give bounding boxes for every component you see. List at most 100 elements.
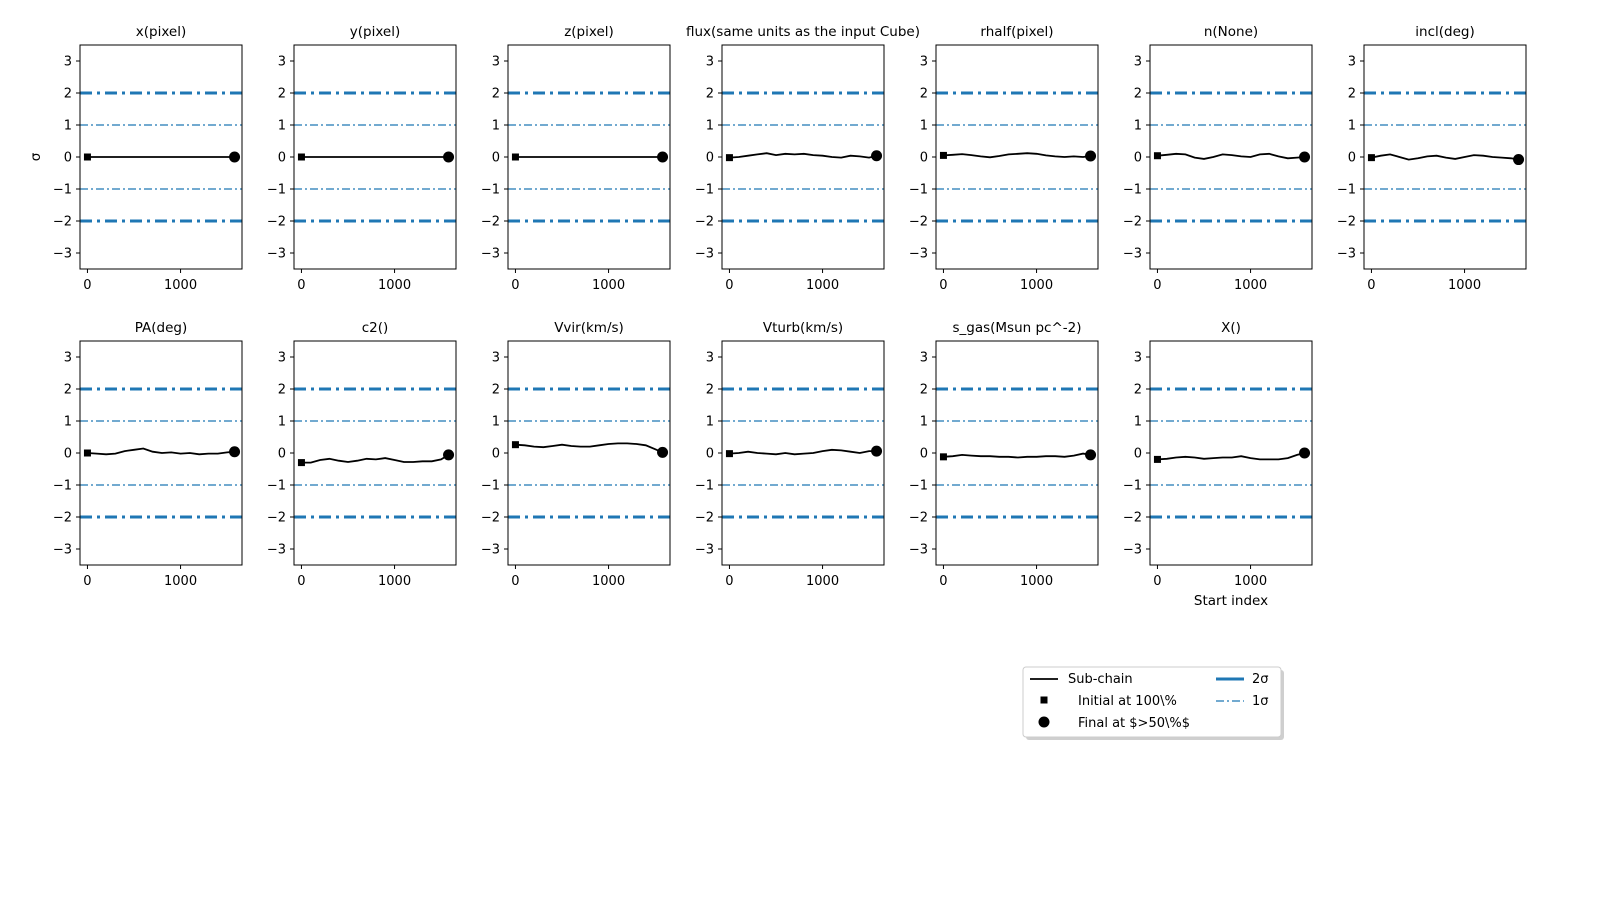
final-marker — [1085, 449, 1097, 461]
y-tick-label: −1 — [1123, 183, 1142, 198]
x-tick-label: 1000 — [378, 574, 411, 589]
x-tick-label: 1000 — [1234, 574, 1267, 589]
initial-marker — [1153, 152, 1161, 160]
axes-frame — [1149, 340, 1313, 566]
y-tick-label: 3 — [706, 351, 714, 366]
legend-label: 2σ — [1252, 672, 1269, 687]
y-tick-label: −2 — [267, 215, 286, 230]
axes-frame — [935, 340, 1099, 566]
final-marker — [1513, 154, 1525, 166]
final-marker — [229, 151, 241, 163]
panel-title: z(pixel) — [564, 24, 614, 40]
panel-title: PA(deg) — [135, 320, 188, 336]
panel: Vturb(km/s) 3 2 1 0 −1 −2 −3 0 1000 — [695, 320, 885, 589]
x-tick-label: 0 — [1153, 278, 1161, 293]
y-tick-label: −2 — [695, 215, 714, 230]
x-tick-label: 0 — [511, 574, 519, 589]
x-tick-label: 0 — [83, 574, 91, 589]
y-tick-label: 1 — [492, 119, 500, 134]
x-tick-label: 0 — [83, 278, 91, 293]
y-tick-label: −1 — [695, 479, 714, 494]
sub-chain-line — [943, 152, 1091, 159]
panel-title: X() — [1221, 320, 1241, 336]
x-tick-label: 1000 — [378, 278, 411, 293]
y-tick-label: 0 — [492, 151, 500, 166]
y-tick-label: 0 — [706, 447, 714, 462]
y-tick-label: 2 — [64, 383, 72, 398]
y-tick-label: 1 — [706, 415, 714, 430]
panel-title: incl(deg) — [1415, 24, 1474, 40]
y-tick-label: 1 — [64, 119, 72, 134]
sub-chain-line — [729, 448, 877, 456]
y-tick-label: 1 — [278, 119, 286, 134]
final-marker — [1299, 151, 1311, 163]
y-tick-label: 2 — [1134, 87, 1142, 102]
y-tick-label: −3 — [909, 247, 928, 262]
sub-chain-line — [1371, 153, 1519, 161]
y-tick-label: −1 — [695, 183, 714, 198]
y-axis-label: σ — [28, 152, 44, 161]
y-tick-label: 2 — [64, 87, 72, 102]
final-marker — [1299, 447, 1311, 459]
y-tick-label: 3 — [706, 55, 714, 70]
initial-marker — [83, 449, 91, 457]
legend-label: Final at $>50\%$ — [1078, 716, 1190, 731]
y-tick-label: 3 — [492, 351, 500, 366]
panel-title: s_gas(Msun pc^-2) — [952, 320, 1081, 336]
y-tick-label: 2 — [278, 87, 286, 102]
sub-chain-line — [1157, 452, 1305, 461]
y-tick-label: 1 — [64, 415, 72, 430]
y-tick-label: 0 — [492, 447, 500, 462]
y-tick-label: 0 — [278, 447, 286, 462]
x-tick-label: 1000 — [806, 278, 839, 293]
y-tick-label: −1 — [909, 479, 928, 494]
y-tick-label: 2 — [1134, 383, 1142, 398]
y-tick-label: −2 — [909, 215, 928, 230]
initial-marker — [297, 459, 305, 467]
legend-box — [1022, 666, 1282, 738]
final-marker — [1085, 150, 1097, 162]
x-axis-label: Start index — [1194, 593, 1268, 609]
initial-marker — [511, 441, 519, 449]
y-tick-label: 0 — [1134, 151, 1142, 166]
y-tick-label: 2 — [920, 87, 928, 102]
y-tick-label: 0 — [278, 151, 286, 166]
y-tick-label: −1 — [53, 479, 72, 494]
y-tick-label: 3 — [1134, 351, 1142, 366]
panel-title: Vvir(km/s) — [554, 320, 624, 336]
y-tick-label: 0 — [64, 447, 72, 462]
y-tick-label: 2 — [278, 383, 286, 398]
initial-marker — [1153, 455, 1161, 463]
axes-frame — [293, 340, 457, 566]
y-tick-label: −2 — [909, 511, 928, 526]
legend-label: 1σ — [1252, 694, 1269, 709]
y-tick-label: −3 — [695, 247, 714, 262]
sub-chain-line — [943, 452, 1091, 459]
y-tick-label: −2 — [1123, 511, 1142, 526]
y-tick-label: −3 — [1123, 543, 1142, 558]
y-tick-label: −1 — [909, 183, 928, 198]
sub-chain-line — [515, 442, 663, 454]
x-tick-label: 1000 — [806, 574, 839, 589]
y-tick-label: 1 — [920, 119, 928, 134]
panel: X() 3 2 1 0 −1 −2 −3 0 1000 Start index — [1123, 320, 1313, 609]
y-tick-label: 3 — [492, 55, 500, 70]
panel-title: c2() — [362, 320, 389, 336]
y-tick-label: 1 — [1134, 415, 1142, 430]
y-tick-label: −1 — [481, 479, 500, 494]
panel: Vvir(km/s) 3 2 1 0 −1 −2 −3 0 1000 — [481, 320, 671, 589]
final-marker — [443, 151, 455, 163]
x-tick-label: 0 — [1367, 278, 1375, 293]
y-tick-label: −1 — [267, 183, 286, 198]
panel: PA(deg) 3 2 1 0 −1 −2 −3 0 1000 — [53, 320, 243, 589]
y-tick-label: 1 — [706, 119, 714, 134]
panel: incl(deg) 3 2 1 0 −1 −2 −3 0 1000 — [1337, 24, 1527, 293]
x-tick-label: 0 — [1153, 574, 1161, 589]
y-tick-label: 1 — [278, 415, 286, 430]
panel: flux(same units as the input Cube) 3 2 1 0 −1… — [686, 24, 920, 293]
y-tick-label: −3 — [1123, 247, 1142, 262]
initial-marker — [939, 453, 947, 461]
legend-square-icon — [1040, 696, 1048, 704]
y-tick-label: −2 — [53, 511, 72, 526]
x-tick-label: 0 — [939, 574, 947, 589]
